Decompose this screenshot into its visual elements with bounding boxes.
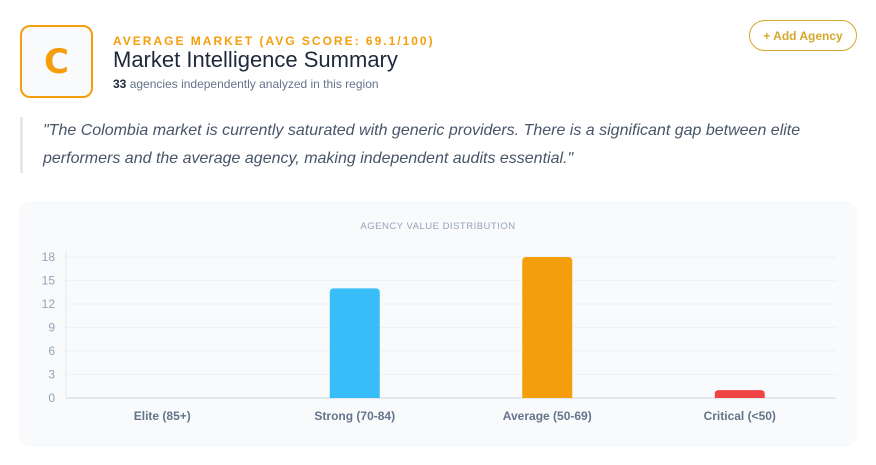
bar-strong <box>329 288 380 398</box>
y-tick-label: 3 <box>48 368 55 382</box>
market-quote: "The Colombia market is currently satura… <box>20 117 840 173</box>
agency-count-suffix: agencies independently analyzed in this … <box>126 77 379 91</box>
y-tick-label: 0 <box>48 391 55 405</box>
chart-title: AGENCY VALUE DISTRIBUTION <box>360 221 515 232</box>
bar-average <box>522 257 573 398</box>
grade-badge: C <box>20 25 93 98</box>
page-title: Market Intelligence Summary <box>113 47 398 72</box>
market-rating-label: AVERAGE MARKET (AVG SCORE: 69.1/100) <box>113 34 435 48</box>
bar-critical <box>714 390 765 398</box>
x-tick-label: Average (50-69) <box>503 409 592 423</box>
x-tick-label: Critical (<50) <box>704 409 776 423</box>
y-tick-label: 6 <box>48 344 55 358</box>
agency-count: 33 <box>113 77 127 91</box>
x-tick-label: Elite (85+) <box>134 409 191 423</box>
y-tick-label: 12 <box>42 297 56 311</box>
y-tick-label: 9 <box>48 321 55 335</box>
add-agency-button[interactable]: + Add Agency <box>749 20 857 51</box>
agency-count-text: 33 agencies independently analyzed in th… <box>113 77 379 91</box>
grade-letter: C <box>44 41 69 82</box>
y-tick-label: 18 <box>42 250 56 264</box>
chart-card <box>19 201 857 447</box>
y-tick-label: 15 <box>42 274 56 288</box>
x-tick-label: Strong (70-84) <box>314 409 395 423</box>
